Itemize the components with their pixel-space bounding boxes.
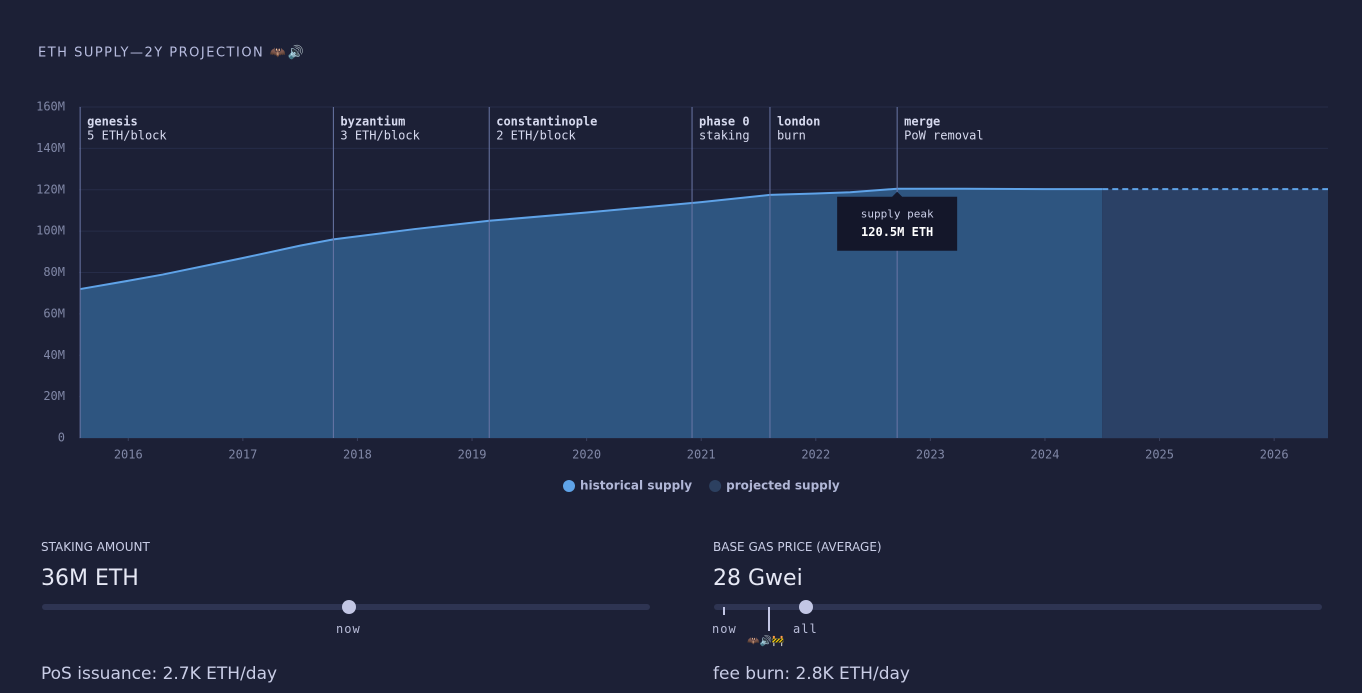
slider-tick: [723, 607, 725, 615]
legend-label: projected supply: [726, 479, 840, 493]
y-tick-label: 40M: [43, 348, 65, 362]
legend-swatch: [709, 480, 722, 492]
y-tick-label: 80M: [43, 265, 65, 279]
event-title: genesis: [87, 115, 138, 129]
event-subtitle: 2 ETH/block: [496, 129, 576, 143]
x-tick-label: 2021: [687, 448, 716, 462]
event-subtitle: staking: [699, 129, 750, 143]
control-result: fee burn: 2.8K ETH/day: [713, 664, 910, 684]
tooltip: supply peak 120.5M ETH: [837, 191, 958, 251]
control-result: PoS issuance: 2.7K ETH/day: [41, 664, 278, 684]
x-tick-label: 2017: [228, 448, 257, 462]
y-tick-label: 0: [58, 431, 65, 445]
x-tick-label: 2016: [114, 448, 143, 462]
tooltip-title: supply peak: [861, 208, 934, 221]
area: [1102, 189, 1328, 438]
tooltip-box: [837, 191, 958, 251]
gas-control: BASE GAS PRICE (AVERAGE) 28 Gwei: [713, 540, 1321, 591]
y-tick-label: 160M: [36, 100, 65, 114]
x-tick-label: 2022: [801, 448, 830, 462]
slider-knob[interactable]: [799, 600, 813, 614]
slider-marker: all: [793, 622, 818, 636]
event-subtitle: PoW removal: [904, 129, 983, 143]
y-tick-label: 60M: [43, 306, 65, 320]
x-tick-label: 2026: [1260, 448, 1289, 462]
y-tick-label: 100M: [36, 224, 65, 238]
tooltip-value: 120.5M ETH: [861, 225, 933, 239]
event-title: constantinople: [496, 115, 597, 129]
control-label: BASE GAS PRICE (AVERAGE): [713, 540, 882, 554]
x-tick-label: 2018: [343, 448, 372, 462]
event-title: merge: [904, 115, 940, 129]
x-tick-label: 2023: [916, 448, 945, 462]
y-tick-label: 140M: [36, 141, 65, 155]
x-tick-label: 2024: [1031, 448, 1060, 462]
legend-label: historical supply: [580, 479, 692, 493]
chart-title: ETH SUPPLY—2Y PROJECTION 🦇🔊: [38, 44, 305, 61]
slider-knob[interactable]: [342, 600, 356, 614]
control-value: 28 Gwei: [713, 566, 803, 591]
event-title: phase 0: [699, 115, 750, 129]
legend-swatch: [563, 480, 575, 492]
control-value: 36M ETH: [41, 566, 139, 591]
chart: ETH SUPPLY—2Y PROJECTION 🦇🔊 0 20M 40M 60M 80…: [36, 44, 1328, 493]
slider-marker: now: [336, 622, 361, 636]
slider-track[interactable]: [714, 604, 1322, 610]
event-title: byzantium: [340, 115, 405, 129]
slider-tick: [768, 607, 770, 631]
x-tick-label: 2019: [458, 448, 487, 462]
y-tick-label: 20M: [43, 389, 65, 403]
y-tick-label: 120M: [36, 182, 65, 196]
x-tick-label: 2020: [572, 448, 601, 462]
event-title: london: [777, 115, 820, 129]
slider-icons: 🦇🔊🚧: [747, 636, 785, 647]
x-tick-label: 2025: [1145, 448, 1174, 462]
slider-marker: now: [712, 622, 737, 636]
control-label: STAKING AMOUNT: [41, 540, 150, 554]
event-subtitle: burn: [777, 129, 806, 143]
staking-control: STAKING AMOUNT 36M ETH: [41, 540, 649, 591]
line: [79, 187, 1103, 291]
area: [80, 188, 1103, 438]
event-subtitle: 3 ETH/block: [340, 129, 420, 143]
event-subtitle: 5 ETH/block: [87, 129, 167, 143]
